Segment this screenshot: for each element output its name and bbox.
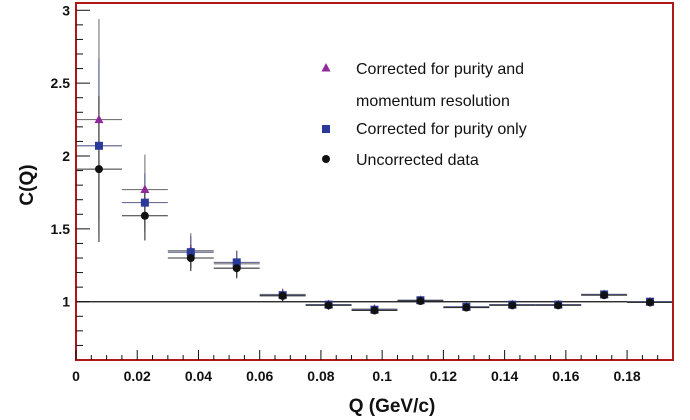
data-point-circle [508, 301, 517, 310]
marker-layer [94, 114, 655, 315]
data-point-circle [140, 211, 149, 220]
y-tick-label: 2.5 [51, 75, 71, 91]
plot-background [76, 3, 673, 360]
legend-label-circle: Uncorrected data [356, 152, 479, 169]
x-tick-label: 0.06 [246, 368, 273, 384]
x-tick-label: 0 [72, 368, 80, 384]
legend-marker-triangle [321, 63, 331, 72]
x-tick-label: 0.14 [491, 368, 518, 384]
legend: Corrected for purity and momentum resolu… [321, 61, 527, 169]
legend-markers [321, 63, 331, 163]
legend-marker-square [322, 125, 330, 133]
y-tick-label: 2 [62, 148, 70, 164]
data-point-square [94, 141, 103, 150]
data-point-square [186, 248, 195, 257]
x-axis-title: Q (GeV/c) [349, 396, 436, 417]
data-point-circle [278, 291, 287, 300]
x-tick-label: 0.18 [613, 368, 640, 384]
data-point-square [232, 258, 241, 267]
y-tick-label: 1 [62, 294, 70, 310]
data-point-square [140, 198, 149, 207]
y-tick-label: 1.5 [51, 221, 71, 237]
data-point-triangle [140, 184, 150, 194]
legend-label-triangle-line1: Corrected for purity and [356, 61, 524, 78]
x-tick-label: 0.04 [185, 368, 212, 384]
legend-marker-circle [322, 155, 330, 163]
data-point-circle [600, 291, 609, 300]
data-point-triangle [94, 114, 104, 124]
data-point-circle [186, 254, 195, 262]
data-point-circle [462, 303, 471, 312]
legend-label-square: Corrected for purity only [356, 121, 527, 138]
x-tick-label: 0.08 [307, 368, 334, 384]
y-axis-title: C(Q) [17, 164, 38, 205]
x-tick-label: 0.1 [372, 368, 392, 384]
plot-frame [75, 2, 674, 361]
data-point-circle [94, 165, 103, 174]
data-point-circle [554, 301, 563, 310]
data-point-circle [416, 296, 425, 305]
tick-layer: 0 0.02 0.04 0.06 0.08 0.1 0.12 0.14 0.16 0.18 1 1.5… [51, 2, 659, 384]
x-tick-label: 0.16 [552, 368, 579, 384]
x-tick-label: 0.12 [430, 368, 457, 384]
x-tick-label: 0.02 [124, 368, 151, 384]
data-point-circle [370, 306, 379, 315]
y-tick-label: 3 [62, 2, 70, 18]
data-point-circle [324, 301, 333, 310]
data-point-circle [232, 264, 241, 273]
legend-label-triangle-line2: momentum resolution [356, 93, 510, 110]
data-point-circle [646, 298, 655, 307]
